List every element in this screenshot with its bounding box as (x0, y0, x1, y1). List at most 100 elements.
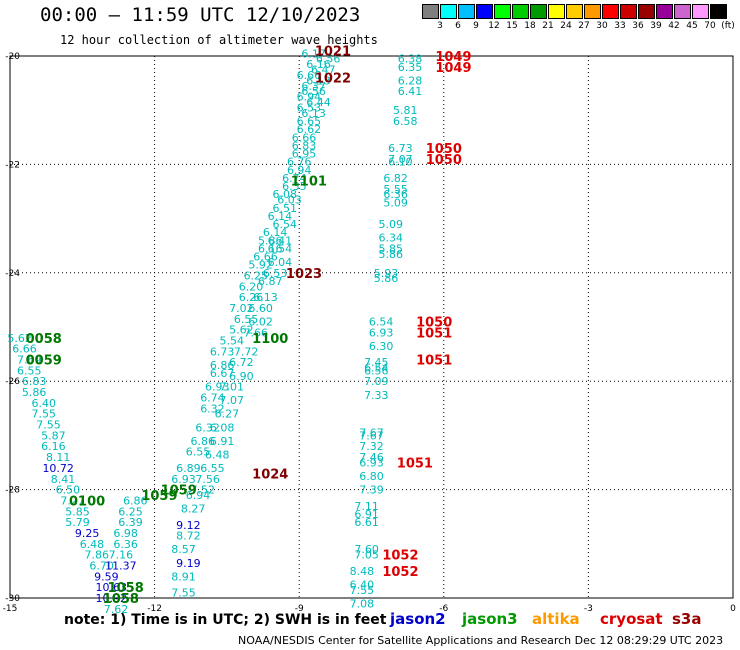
swh-value: 7.55 (36, 419, 61, 432)
swh-value: 10.63 (95, 581, 127, 594)
colorbar-label: 15 (506, 21, 518, 31)
page-subtitle: 12 hour collection of altimeter wave hei… (60, 33, 378, 47)
track-time-label: 1021 (315, 45, 351, 60)
colorbar-label: 33 (614, 21, 626, 31)
track-time-label: 1059 (141, 489, 177, 504)
track-time-label: 1101 (291, 175, 327, 190)
swh-value: 6.35 (398, 61, 423, 74)
swh-value: 7.16 (109, 549, 134, 562)
swh-value: 5.86 (22, 386, 47, 399)
swh-value: 7.86 (85, 549, 110, 562)
swh-value: 5.85 (379, 242, 404, 255)
satellite-legend-altika: altika (532, 610, 580, 628)
swh-value: 6.53 (297, 101, 322, 114)
swh-value: 7.72 (234, 345, 259, 358)
swh-value: 7.32 (359, 440, 384, 453)
swh-value: 11.37 (105, 559, 137, 572)
swh-value: 6.16 (41, 440, 66, 453)
swh-value: 6.03 (277, 194, 302, 207)
swh-value: 6.93 (205, 381, 230, 394)
y-tick-label: -24 (5, 269, 20, 279)
swh-value: 6.83 (22, 375, 47, 388)
track-time-label: 1024 (252, 467, 288, 482)
swh-value: 6.13 (253, 291, 278, 304)
swh-value: 6.82 (383, 172, 408, 185)
swh-value: 7.07 (219, 394, 244, 407)
swh-value: 6.90 (229, 370, 254, 383)
swh-value: 5.93 (374, 267, 399, 280)
colorbar-swatch (476, 4, 493, 19)
swh-value: 6.08 (210, 421, 235, 434)
satellite-legend-cryosat: cryosat (600, 610, 663, 628)
swh-value: 7.11 (354, 500, 379, 513)
swh-value: 6.94 (297, 91, 322, 104)
colorbar-swatch (566, 4, 583, 19)
colorbar-swatch (602, 4, 619, 19)
track-time-label: 1051 (397, 457, 433, 472)
swh-value: 6.32 (200, 402, 225, 415)
swh-value: 5.92 (248, 259, 273, 272)
track-time-label: 1100 (252, 332, 288, 347)
colorbar-label: 12 (488, 21, 500, 31)
track-time-label: 1049 (435, 50, 471, 65)
swh-value: 6.65 (297, 115, 322, 128)
swh-value: 7.39 (359, 484, 384, 497)
swh-value: 6.27 (215, 408, 240, 421)
swh-value: 7.52 (191, 484, 216, 497)
swh-value: 6.95 (292, 148, 317, 161)
swh-value: 6.74 (282, 172, 307, 185)
swh-value: 6.60 (248, 302, 273, 315)
swh-value: 6.44 (306, 96, 331, 109)
track-time-label: 1050 (426, 153, 462, 168)
swh-value: 6.55 (234, 313, 259, 326)
swh-value: 8.27 (181, 503, 206, 516)
colorbar-label: 45 (686, 21, 698, 31)
swh-value: 7.66 (244, 326, 269, 339)
colorbar-label: 21 (542, 21, 554, 31)
swh-value: 9.19 (176, 557, 201, 570)
colorbar-label: 27 (578, 21, 590, 31)
satellite-legend-jason3: jason3 (462, 610, 518, 628)
swh-value: 6.50 (56, 484, 81, 497)
swh-value: 6.70 (89, 559, 114, 572)
swh-value: 6.58 (393, 115, 418, 128)
swh-value: 6.37 (301, 80, 326, 93)
track-time-label: 1050 (426, 142, 462, 157)
y-tick-label: -20 (5, 52, 20, 62)
swh-value: 6.62 (297, 123, 322, 136)
swh-value: 6.91 (354, 508, 379, 521)
units-note: note: 1) Time is in UTC; 2) SWH is in fe… (64, 612, 387, 628)
swh-value: 6.40 (350, 578, 375, 591)
swh-value: 6.83 (292, 139, 317, 152)
swh-value: 6.67 (210, 367, 235, 380)
swh-value: 6.47 (311, 64, 336, 77)
swh-value: 6.54 (364, 362, 389, 375)
swh-value: 7.01 (219, 381, 244, 394)
swh-value: 6.25 (118, 505, 143, 518)
track-time-label: 0100 (69, 494, 105, 509)
swh-value: 7.02 (229, 302, 254, 315)
swh-value: 6.04 (268, 256, 293, 269)
swh-value: 6.36 (383, 188, 408, 201)
swh-value: 8.72 (176, 530, 201, 543)
track-time-label: 1023 (286, 267, 322, 282)
swh-value: 6.73 (210, 345, 235, 358)
swh-value: 6.66 (292, 131, 317, 144)
swh-value: 6.55 (17, 364, 42, 377)
swh-value: 5.62 (7, 332, 32, 345)
swh-value: 7.67 (359, 427, 384, 440)
colorbar-swatch (530, 4, 547, 19)
colorbar-label: 24 (560, 21, 572, 31)
x-tick-label: -12 (147, 604, 162, 614)
swh-value: 6.66 (297, 69, 322, 82)
swh-value: 6.56 (301, 85, 326, 98)
colorbar-swatch (692, 4, 709, 19)
swh-value: 5.85 (65, 505, 90, 518)
track-time-label: 1058 (103, 592, 139, 607)
colorbar-swatch (512, 4, 529, 19)
swh-value: 6.86 (123, 494, 148, 507)
track-time-label: 1050 (416, 316, 452, 331)
swh-value: 6.54 (268, 242, 293, 255)
swh-value: 6.30 (369, 340, 394, 353)
